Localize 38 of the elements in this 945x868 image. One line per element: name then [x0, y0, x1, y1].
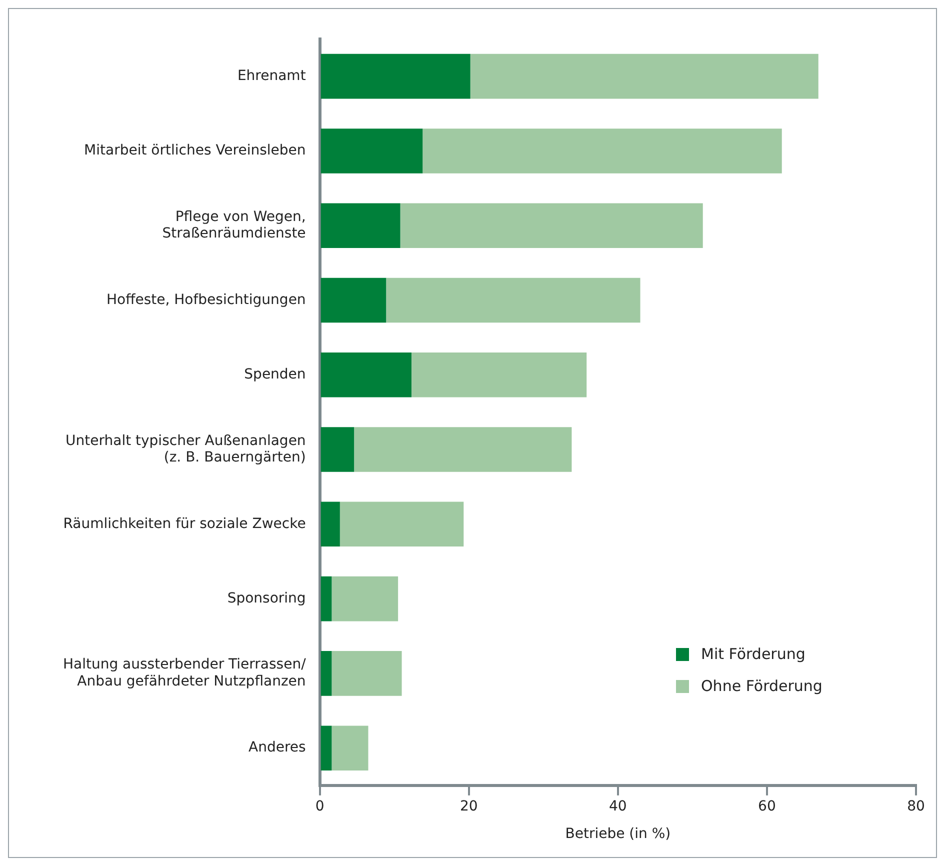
bar	[332, 651, 402, 696]
y-tick-label: Mitarbeit örtliches Vereinsleben	[84, 142, 306, 159]
bar	[411, 352, 587, 398]
x-tick-label: 60	[758, 798, 776, 814]
bar	[320, 203, 400, 248]
y-tick-label: Haltung aussterbender Tierrassen/ Anbau gefährdeter Nutzpflanzen	[62, 656, 306, 690]
legend-label: Ohne Förderung	[701, 677, 822, 696]
bar	[332, 726, 368, 770]
y-tick-label: Spenden	[244, 366, 306, 383]
bar	[320, 427, 354, 472]
bar	[320, 352, 412, 398]
bar	[470, 54, 818, 99]
bar	[400, 203, 703, 248]
y-tick-label: Ehrenamt	[237, 68, 306, 84]
y-tick-label: Anderes	[248, 740, 306, 756]
legend-label: Mit Förderung	[701, 645, 806, 664]
x-tick-label: 20	[460, 798, 478, 814]
bar	[422, 128, 782, 174]
x-tick-label: 40	[608, 798, 627, 814]
bar	[320, 651, 332, 696]
x-axis-title: Betriebe (in %)	[565, 826, 671, 842]
y-tick-label: Räumlichkeiten für soziale Zwecke	[63, 516, 306, 532]
y-tick-label: Unterhalt typischer Außenanlagen (z. B. Bauerngärten)	[66, 432, 306, 466]
bar	[320, 54, 470, 99]
bar	[332, 576, 398, 622]
y-tick-label: Pflege von Wegen, Straßenräumdienste	[162, 208, 306, 242]
bar	[320, 278, 386, 323]
x-tick-label: 0	[315, 798, 324, 814]
bar	[386, 278, 640, 323]
bar	[320, 726, 332, 770]
y-tick-label: Hoffeste, Hofbesichtigungen	[106, 292, 306, 308]
y-tick-label: Sponsoring	[227, 590, 306, 606]
x-tick-label: 80	[907, 798, 925, 814]
bar	[320, 576, 332, 622]
bar	[320, 128, 423, 174]
bar	[320, 502, 340, 547]
bar	[340, 502, 464, 547]
bar	[354, 427, 572, 472]
